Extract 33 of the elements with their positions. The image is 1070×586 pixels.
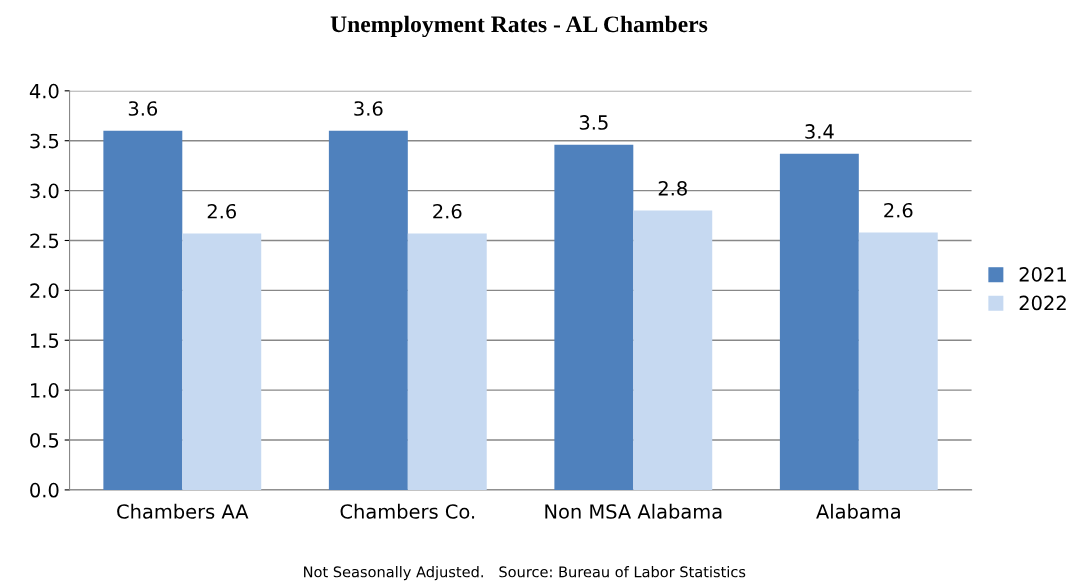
x-tick-label: Chambers Co. bbox=[340, 503, 475, 519]
data-label: 3.5 bbox=[579, 115, 608, 130]
chart-title: Unemployment Rates - AL Chambers bbox=[330, 15, 708, 38]
data-label: 2.6 bbox=[207, 203, 236, 219]
bar bbox=[554, 144, 634, 490]
data-label: 3.6 bbox=[128, 101, 158, 116]
y-tick-label: 2.5 bbox=[30, 233, 59, 249]
data-label: 3.4 bbox=[805, 124, 834, 139]
bar bbox=[328, 130, 408, 490]
data-label: 2.8 bbox=[658, 180, 687, 196]
y-tick-label: 0.0 bbox=[30, 482, 59, 498]
y-tick-label: 3.5 bbox=[30, 133, 59, 149]
bar bbox=[858, 232, 938, 490]
bar bbox=[633, 210, 713, 490]
y-tick-label: 1.5 bbox=[31, 333, 59, 348]
bar bbox=[182, 233, 262, 490]
data-label: 2.6 bbox=[433, 203, 462, 219]
x-tick-label: Alabama bbox=[816, 503, 900, 519]
bar bbox=[779, 153, 859, 490]
y-tick-label: 3.0 bbox=[30, 183, 59, 199]
legend-label: 2022 bbox=[1019, 295, 1066, 311]
y-tick-label: 0.5 bbox=[30, 432, 59, 448]
legend-label: 2021 bbox=[1019, 267, 1066, 282]
y-tick-label: 2.0 bbox=[30, 283, 59, 299]
bar bbox=[103, 130, 183, 490]
data-label: 2.6 bbox=[884, 202, 913, 218]
data-label: 3.6 bbox=[354, 101, 383, 116]
y-tick-label: 4.0 bbox=[29, 83, 59, 99]
x-tick-label: Non MSA Alabama bbox=[545, 503, 722, 519]
y-tick-label: 1.0 bbox=[31, 383, 59, 398]
bar bbox=[407, 233, 487, 490]
x-tick-label: Chambers AA bbox=[117, 503, 249, 519]
text: Not Seasonally Adjusted. Source: Bureau of Labor Statistics bbox=[304, 566, 746, 581]
